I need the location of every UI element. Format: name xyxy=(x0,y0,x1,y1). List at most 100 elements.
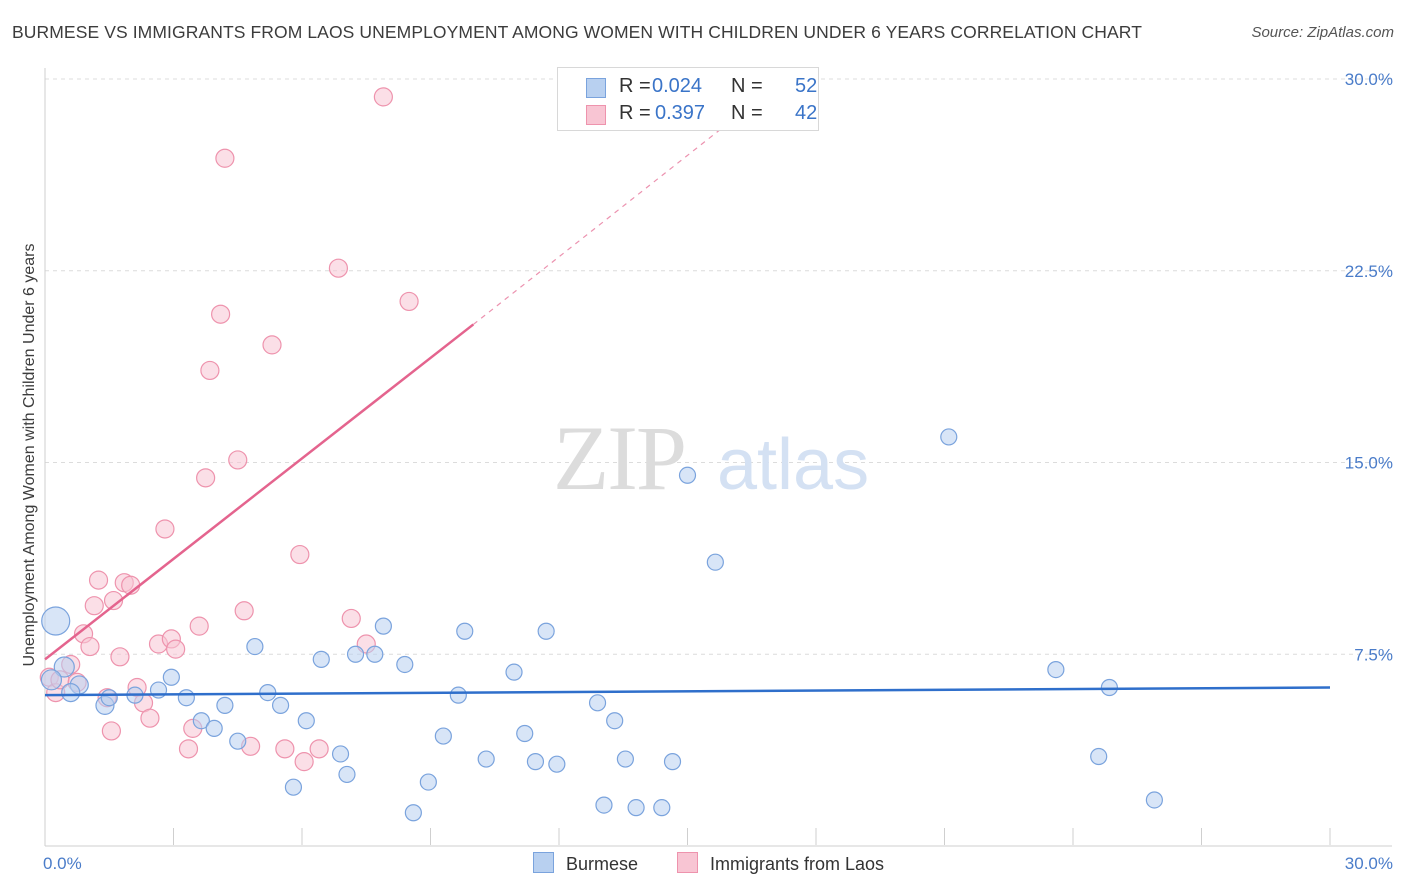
laos-point xyxy=(200,360,220,381)
burmese-point xyxy=(537,622,555,640)
y-tick-label: 22.5% xyxy=(1345,262,1393,281)
laos-point xyxy=(189,616,209,636)
burmese-point xyxy=(205,719,223,737)
burmese-swatch xyxy=(533,852,554,873)
laos-point xyxy=(290,544,310,565)
burmese-point xyxy=(346,645,365,663)
laos-trend-line xyxy=(44,323,475,661)
burmese-point xyxy=(516,724,534,743)
burmese-point xyxy=(40,669,63,691)
burmese-point xyxy=(653,799,671,817)
laos-point xyxy=(341,608,361,629)
burmese-point xyxy=(477,750,495,768)
bottom-legend-burmese: Burmese xyxy=(533,852,638,875)
burmese-point xyxy=(663,753,682,771)
laos-point xyxy=(101,721,121,741)
burmese-point xyxy=(595,796,613,814)
burmese-point xyxy=(366,645,384,663)
burmese-point xyxy=(1145,791,1163,809)
burmese-point xyxy=(505,663,523,681)
x-tick-label: 0.0% xyxy=(43,854,82,873)
burmese-point xyxy=(678,466,697,484)
burmese-point xyxy=(61,682,81,703)
burmese-point xyxy=(162,668,180,686)
burmese-legend-label: Burmese xyxy=(566,854,639,874)
burmese-point xyxy=(331,745,350,763)
burmese-point xyxy=(246,637,264,656)
laos-point xyxy=(228,450,248,470)
legend-n-value: 42 xyxy=(795,102,818,124)
watermark: ZIP atlas xyxy=(553,407,869,509)
burmese-point xyxy=(53,656,75,678)
laos-point xyxy=(215,148,235,168)
burmese-point xyxy=(229,732,247,750)
laos-point xyxy=(211,304,231,324)
burmese-point xyxy=(606,712,624,730)
laos-series xyxy=(39,87,419,772)
laos-point xyxy=(294,752,314,772)
legend-n-label: N = xyxy=(731,75,763,97)
burmese-point xyxy=(216,696,234,714)
burmese-point xyxy=(312,650,330,668)
burmese-swatch xyxy=(586,78,606,98)
burmese-point xyxy=(526,753,545,771)
burmese-point xyxy=(1090,747,1108,766)
laos-point xyxy=(178,739,199,759)
burmese-point xyxy=(284,778,303,796)
laos-point xyxy=(234,601,254,621)
laos-point xyxy=(399,291,419,312)
laos-point xyxy=(309,739,329,759)
burmese-point xyxy=(616,750,634,768)
laos-swatch xyxy=(677,852,698,873)
chart-title: BURMESE VS IMMIGRANTS FROM LAOS UNEMPLOY… xyxy=(12,22,1143,42)
laos-swatch xyxy=(586,105,606,125)
trend-lines xyxy=(44,114,1331,697)
burmese-point xyxy=(100,689,118,707)
burmese-point xyxy=(41,606,71,636)
laos-legend-label: Immigrants from Laos xyxy=(710,854,885,874)
laos-point xyxy=(166,639,186,659)
laos-point xyxy=(84,596,104,616)
burmese-point xyxy=(1100,678,1119,697)
laos-point xyxy=(262,335,282,355)
burmese-point xyxy=(338,765,356,784)
burmese-point xyxy=(404,804,422,822)
bottom-legend-laos: Immigrants from Laos xyxy=(677,852,884,875)
burmese-point xyxy=(271,696,290,714)
watermark-atlas: atlas xyxy=(717,425,869,505)
burmese-point xyxy=(419,773,437,791)
burmese-point xyxy=(192,712,210,730)
burmese-trend-line xyxy=(44,686,1331,697)
burmese-point xyxy=(456,622,474,640)
laos-point xyxy=(155,519,175,539)
burmese-point xyxy=(1047,660,1065,679)
y-tick-label: 7.5% xyxy=(1354,645,1393,664)
y-axis-label: Unemployment Among Women with Children U… xyxy=(21,243,38,666)
y-tick-label: 15.0% xyxy=(1345,454,1393,473)
laos-point xyxy=(373,87,393,107)
burmese-point xyxy=(396,655,414,674)
burmese-point xyxy=(706,553,724,571)
tick-labels: 7.5% 15.0% 22.5% 30.0% 0.0% 30.0% xyxy=(43,70,1393,873)
laos-point xyxy=(328,258,349,278)
legend-r-value: 0.397 xyxy=(655,102,706,124)
burmese-point xyxy=(177,689,195,707)
laos-point xyxy=(110,647,130,667)
correlation-legend: R = 0.024 N = 52 R = 0.397 N = 42 xyxy=(557,67,819,131)
burmese-point xyxy=(449,686,467,704)
legend-n-label: N = xyxy=(731,102,763,124)
burmese-point xyxy=(940,428,958,446)
burmese-point xyxy=(588,694,607,712)
legend-r-label: R = xyxy=(619,102,651,124)
grid-lines xyxy=(45,78,1392,655)
laos-trend-extension xyxy=(472,114,740,325)
legend-r-value: 0.024 xyxy=(652,75,703,97)
burmese-point xyxy=(374,617,392,635)
legend-n-value: 52 xyxy=(795,75,818,97)
source-label: Source: ZipAtlas.com xyxy=(1251,24,1394,41)
laos-point xyxy=(88,570,109,590)
watermark-zip: ZIP xyxy=(553,407,685,509)
burmese-point xyxy=(297,712,315,730)
burmese-series xyxy=(40,428,1163,822)
